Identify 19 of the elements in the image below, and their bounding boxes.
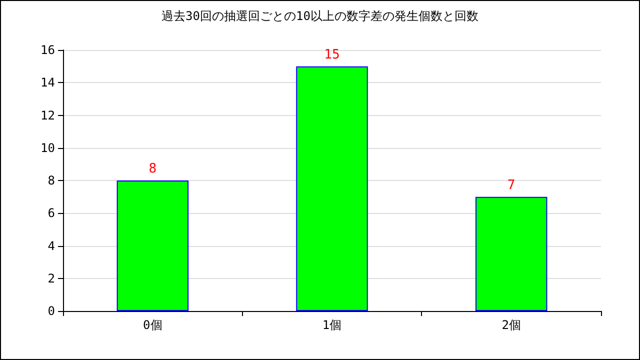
y-tick-label: 6 xyxy=(48,206,55,220)
y-tick-label: 4 xyxy=(48,238,55,253)
x-tick-label: 2個 xyxy=(502,318,521,332)
x-tick-label: 0個 xyxy=(143,318,162,332)
y-tick-label: 2 xyxy=(48,271,55,286)
x-tick-label: 1個 xyxy=(322,318,342,332)
y-tick-label: 8 xyxy=(48,174,55,188)
y-tick-label: 12 xyxy=(40,108,55,122)
data-label: 8 xyxy=(148,162,157,176)
y-tick-label: 0 xyxy=(48,304,55,318)
y-tick-label: 10 xyxy=(40,140,55,155)
data-label: 7 xyxy=(507,178,516,193)
y-tick-label: 14 xyxy=(40,76,55,90)
bar xyxy=(116,180,189,311)
y-tick-label: 16 xyxy=(40,43,55,57)
bar xyxy=(296,66,368,311)
data-label: 15 xyxy=(324,47,340,62)
bar xyxy=(475,196,548,311)
chart-title: 過去30回の抽選回ごとの10以上の数字差の発生個数と回数 xyxy=(162,9,478,23)
